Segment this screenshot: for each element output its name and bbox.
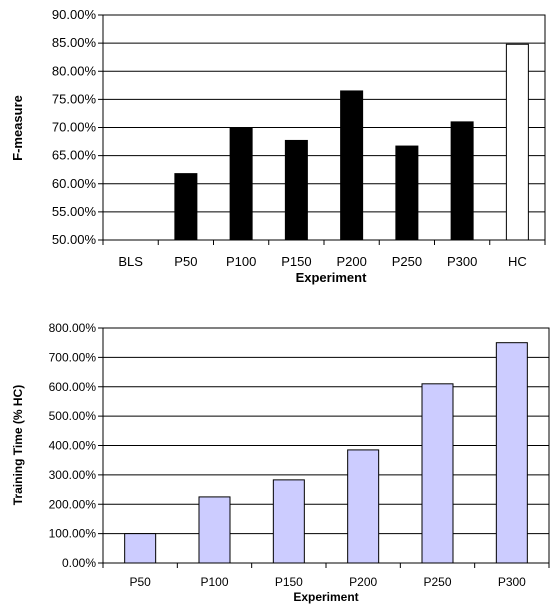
training-time-x-tick-label: P250 bbox=[423, 575, 451, 589]
training-time-x-tick-label: P100 bbox=[200, 575, 228, 589]
f-measure-x-tick-label: P200 bbox=[336, 254, 366, 269]
f-measure-y-tick-label: 50.00% bbox=[52, 232, 97, 247]
f-measure-y-tick-label: 60.00% bbox=[52, 176, 97, 191]
training-time-x-tick-label: P150 bbox=[275, 575, 303, 589]
f-measure-x-tick-labels: BLS P50 P100 P150 P200 P250 P300 HC bbox=[118, 254, 526, 269]
f-measure-bar-p100 bbox=[229, 127, 253, 241]
f-measure-bars bbox=[174, 43, 529, 241]
training-time-x-axis-title: Experiment bbox=[293, 590, 358, 604]
training-time-bar-p200 bbox=[347, 449, 380, 564]
f-measure-x-tick-label: P250 bbox=[392, 254, 422, 269]
f-measure-gridlines bbox=[103, 14, 545, 213]
training-time-bar-p50 bbox=[124, 533, 157, 564]
training-time-axes bbox=[98, 327, 550, 568]
training-time-y-tick-labels: 0.00% 100.00% 200.00% 300.00% 400.00% 500.00%… bbox=[49, 321, 97, 570]
f-measure-y-tick-label: 65.00% bbox=[52, 148, 97, 163]
f-measure-bar-hc bbox=[505, 43, 529, 241]
f-measure-x-tick-label: P300 bbox=[447, 254, 477, 269]
f-measure-bar-p50 bbox=[174, 173, 198, 241]
training-time-x-tick-label: P200 bbox=[349, 575, 377, 589]
training-time-y-tick-label: 300.00% bbox=[49, 468, 97, 482]
f-measure-axes bbox=[98, 14, 546, 245]
training-time-bar-p300 bbox=[495, 342, 528, 564]
training-time-y-tick-label: 0.00% bbox=[62, 556, 96, 570]
f-measure-y-tick-labels: 50.00% 55.00% 60.00% 65.00% 70.00% 75.00% 80.0… bbox=[52, 7, 97, 247]
training-time-bar-p150 bbox=[272, 479, 305, 564]
f-measure-x-axis-title: Experiment bbox=[296, 270, 367, 285]
training-time-y-tick-label: 500.00% bbox=[49, 409, 97, 423]
f-measure-x-tick-label: P100 bbox=[226, 254, 256, 269]
f-measure-y-tick-label: 75.00% bbox=[52, 91, 97, 106]
training-time-bar-p100 bbox=[198, 496, 231, 564]
training-time-y-axis-title: Training Time (% HC) bbox=[11, 385, 25, 505]
f-measure-chart: 50.00% 55.00% 60.00% 65.00% 70.00% 75.00% 80.0… bbox=[10, 7, 546, 285]
training-time-y-tick-label: 800.00% bbox=[49, 321, 97, 335]
f-measure-y-tick-label: 55.00% bbox=[52, 204, 97, 219]
training-time-chart: 0.00% 100.00% 200.00% 300.00% 400.00% 500.00%… bbox=[11, 321, 550, 604]
f-measure-y-tick-label: 70.00% bbox=[52, 120, 97, 135]
training-time-y-tick-label: 400.00% bbox=[49, 439, 97, 453]
f-measure-bar-p300 bbox=[450, 121, 474, 241]
f-measure-y-tick-label: 80.00% bbox=[52, 63, 97, 78]
f-measure-bar-p200 bbox=[340, 90, 364, 241]
f-measure-y-axis-title: F-measure bbox=[10, 95, 25, 161]
training-time-x-tick-label: P300 bbox=[498, 575, 526, 589]
f-measure-x-tick-label: P150 bbox=[281, 254, 311, 269]
f-measure-bar-p250 bbox=[395, 145, 419, 241]
f-measure-y-tick-label: 90.00% bbox=[52, 7, 97, 22]
training-time-gridlines bbox=[103, 327, 549, 535]
f-measure-x-tick-label: BLS bbox=[118, 254, 143, 269]
f-measure-x-tick-label: HC bbox=[508, 254, 527, 269]
training-time-y-tick-label: 700.00% bbox=[49, 350, 97, 364]
f-measure-bar-p150 bbox=[284, 139, 308, 241]
f-measure-x-tick-label: P50 bbox=[174, 254, 197, 269]
training-time-x-tick-labels: P50 P100 P150 P200 P250 P300 bbox=[129, 575, 526, 589]
training-time-y-tick-label: 100.00% bbox=[49, 527, 97, 541]
training-time-y-tick-label: 200.00% bbox=[49, 497, 97, 511]
f-measure-y-tick-label: 85.00% bbox=[52, 35, 97, 50]
training-time-y-tick-label: 600.00% bbox=[49, 380, 97, 394]
training-time-bar-p250 bbox=[421, 383, 454, 564]
training-time-bars bbox=[124, 342, 528, 564]
training-time-x-tick-label: P50 bbox=[129, 575, 151, 589]
